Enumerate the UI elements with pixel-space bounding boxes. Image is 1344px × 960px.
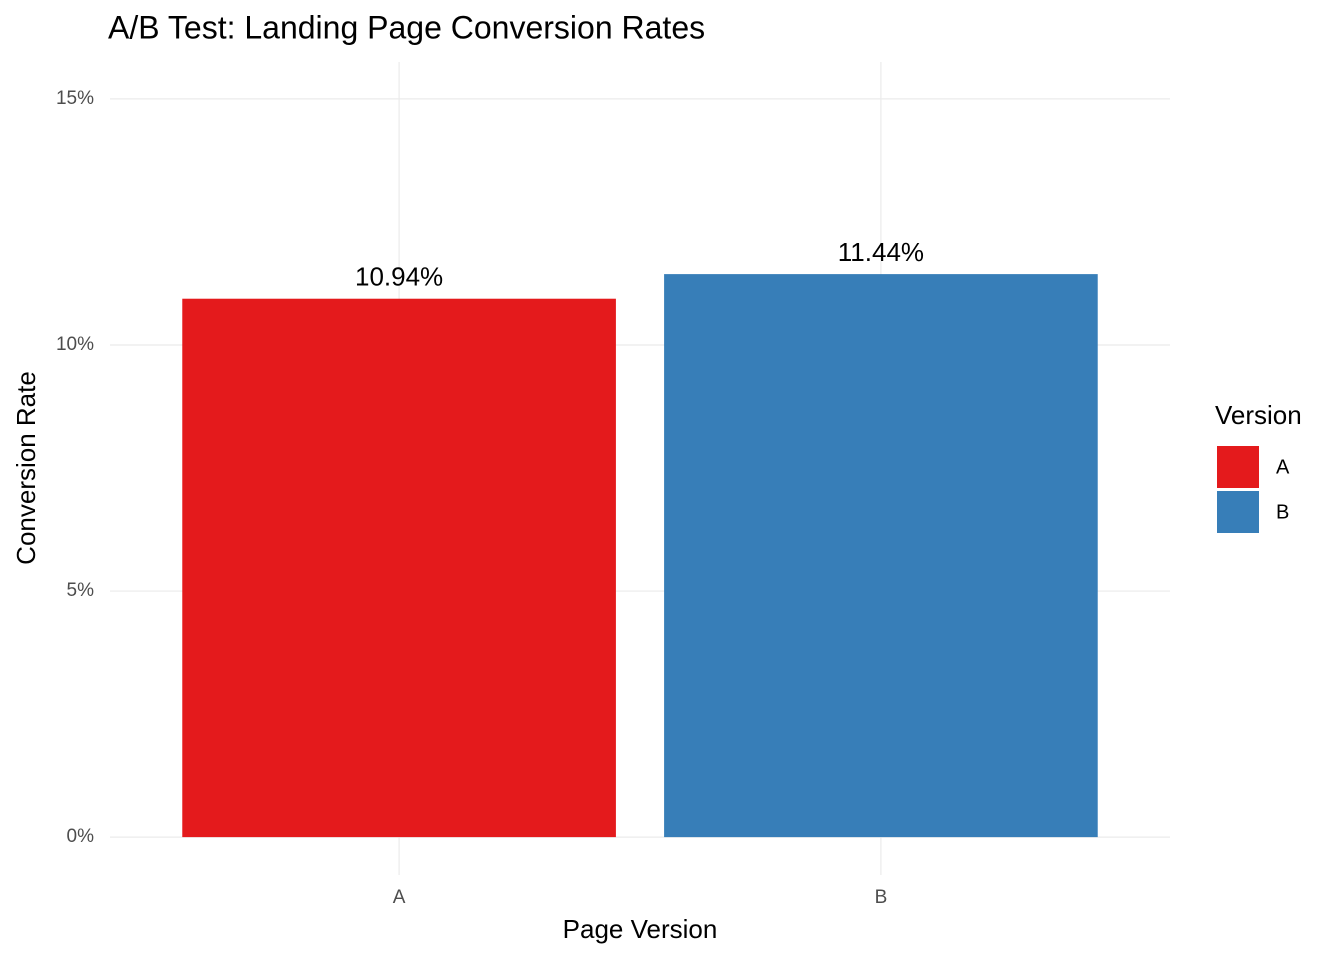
y-tick-label: 0% <box>67 826 95 847</box>
y-tick-label: 15% <box>56 88 94 109</box>
y-tick-label: 5% <box>67 580 95 601</box>
legend-key <box>1217 446 1259 488</box>
legend-label: B <box>1276 501 1289 523</box>
legend-label: A <box>1276 456 1290 478</box>
bar <box>664 274 1098 838</box>
x-tick-label: B <box>875 887 888 908</box>
y-tick-label: 10% <box>56 334 94 355</box>
y-axis-label: Conversion Rate <box>11 371 41 565</box>
x-tick-label: A <box>393 887 406 908</box>
value-label: 10.94% <box>355 262 443 292</box>
chart-title: A/B Test: Landing Page Conversion Rates <box>108 9 705 45</box>
bar <box>182 298 616 838</box>
legend-title: Version <box>1215 400 1302 430</box>
x-axis-label: Page Version <box>563 914 718 944</box>
value-label: 11.44% <box>838 237 924 267</box>
legend-key <box>1217 491 1259 533</box>
